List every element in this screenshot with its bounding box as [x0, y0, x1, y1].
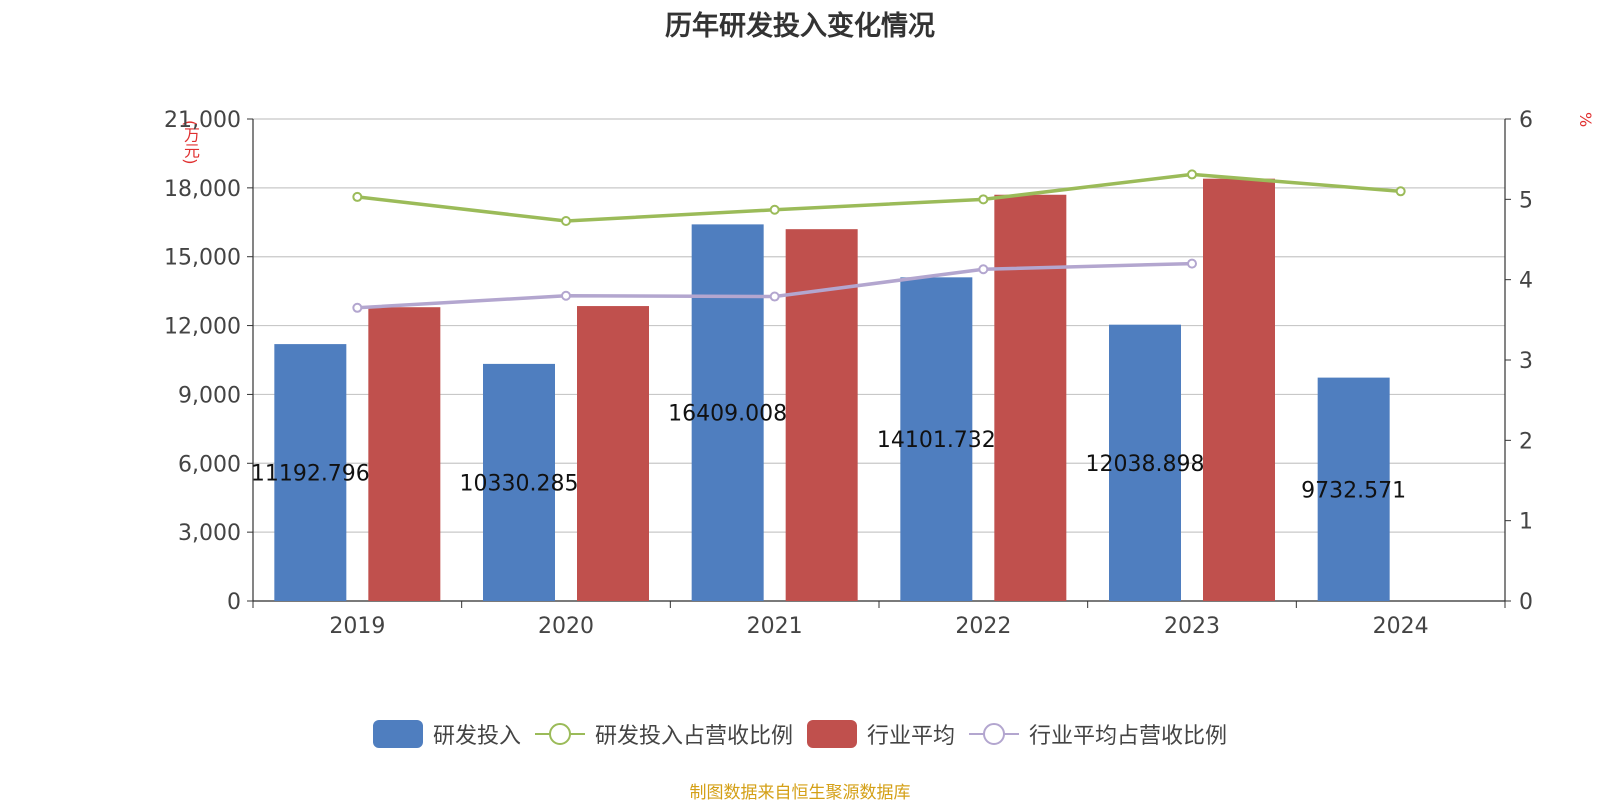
- y-tick-label: 3,000: [178, 521, 241, 546]
- x-tick-label: 2020: [538, 614, 594, 639]
- y2-tick-label: 4: [1519, 269, 1533, 294]
- y2-tick-label: 3: [1519, 349, 1533, 374]
- y-tick-label: 6,000: [178, 452, 241, 477]
- bar-rd: [691, 224, 764, 601]
- bar-rd: [900, 277, 973, 601]
- point-industry-ratio: [978, 264, 989, 275]
- x-tick-label: 2024: [1373, 614, 1429, 639]
- x-tick-label: 2023: [1164, 614, 1220, 639]
- y-tick-label: 0: [227, 590, 241, 615]
- x-tick-label: 2022: [955, 614, 1011, 639]
- point-rd-ratio: [352, 191, 363, 202]
- bar-data-label: 12038.898: [1086, 452, 1205, 477]
- legend: 研发投入 研发投入占营收比例 行业平均 行业平均占营收比例: [0, 718, 1600, 750]
- chart-title: 历年研发投入变化情况: [665, 11, 935, 42]
- legend-label-industry: 行业平均: [867, 724, 956, 749]
- point-industry-ratio: [769, 291, 780, 302]
- legend-swatch-rd: [372, 720, 423, 748]
- bar-industry: [994, 194, 1067, 601]
- legend-item-rd[interactable]: 研发投入: [372, 718, 521, 750]
- y2-tick-label: 2: [1519, 429, 1533, 454]
- bar-industry: [1203, 178, 1275, 601]
- bar-rd: [1109, 324, 1181, 601]
- point-rd-ratio: [561, 216, 571, 227]
- bar-rd: [483, 363, 555, 601]
- bar-data-label: 11192.796: [251, 462, 370, 487]
- y-tick-label: 21,000: [164, 108, 241, 133]
- legend-label-rd-ratio: 研发投入占营收比例: [594, 724, 793, 749]
- bar-data-label: 14101.732: [877, 428, 996, 453]
- y2-tick-label: 5: [1519, 188, 1533, 213]
- y2-axis-unit: %: [1576, 112, 1595, 128]
- point-rd-ratio: [978, 194, 989, 205]
- point-industry-ratio: [1187, 258, 1197, 269]
- bar-industry: [368, 307, 441, 601]
- bar-data-label: 16409.008: [668, 402, 787, 427]
- bar-data-label: 9732.571: [1301, 478, 1406, 503]
- legend-label-rd: 研发投入: [432, 724, 521, 749]
- y2-tick-label: 0: [1519, 590, 1533, 615]
- legend-item-industry[interactable]: 行业平均: [807, 718, 955, 750]
- y-tick-label: 9,000: [178, 383, 241, 408]
- x-tick-label: 2019: [329, 614, 385, 639]
- y2-tick-label: 6: [1519, 108, 1533, 133]
- line-rd-ratio: [357, 172, 1401, 223]
- bar-rd: [1317, 377, 1390, 601]
- y-tick-label: 15,000: [164, 246, 241, 271]
- legend-swatch-rd-ratio: [534, 723, 585, 745]
- legend-item-rd-ratio[interactable]: 研发投入占营收比例: [534, 718, 793, 750]
- bar-industry: [785, 229, 858, 601]
- bar-data-label: 10330.285: [460, 471, 579, 496]
- y-tick-label: 18,000: [164, 177, 241, 202]
- legend-swatch-industry: [807, 720, 857, 748]
- point-rd-ratio: [1395, 186, 1406, 197]
- bar-industry: [577, 306, 649, 601]
- y-axis-unit: (万元): [181, 120, 200, 165]
- x-tick-label: 2021: [747, 614, 803, 639]
- legend-swatch-industry-ratio: [969, 723, 1020, 745]
- point-rd-ratio: [769, 204, 780, 215]
- data-source-note: 制图数据来自恒生聚源数据库: [689, 783, 911, 803]
- point-rd-ratio: [1187, 169, 1197, 180]
- y2-tick-label: 1: [1519, 510, 1533, 535]
- legend-label-industry-ratio: 行业平均占营收比例: [1029, 724, 1228, 749]
- point-industry-ratio: [561, 290, 571, 301]
- legend-item-industry-ratio[interactable]: 行业平均占营收比例: [969, 718, 1227, 750]
- point-industry-ratio: [352, 302, 363, 313]
- bar-rd: [274, 344, 347, 601]
- y-tick-label: 12,000: [164, 315, 241, 340]
